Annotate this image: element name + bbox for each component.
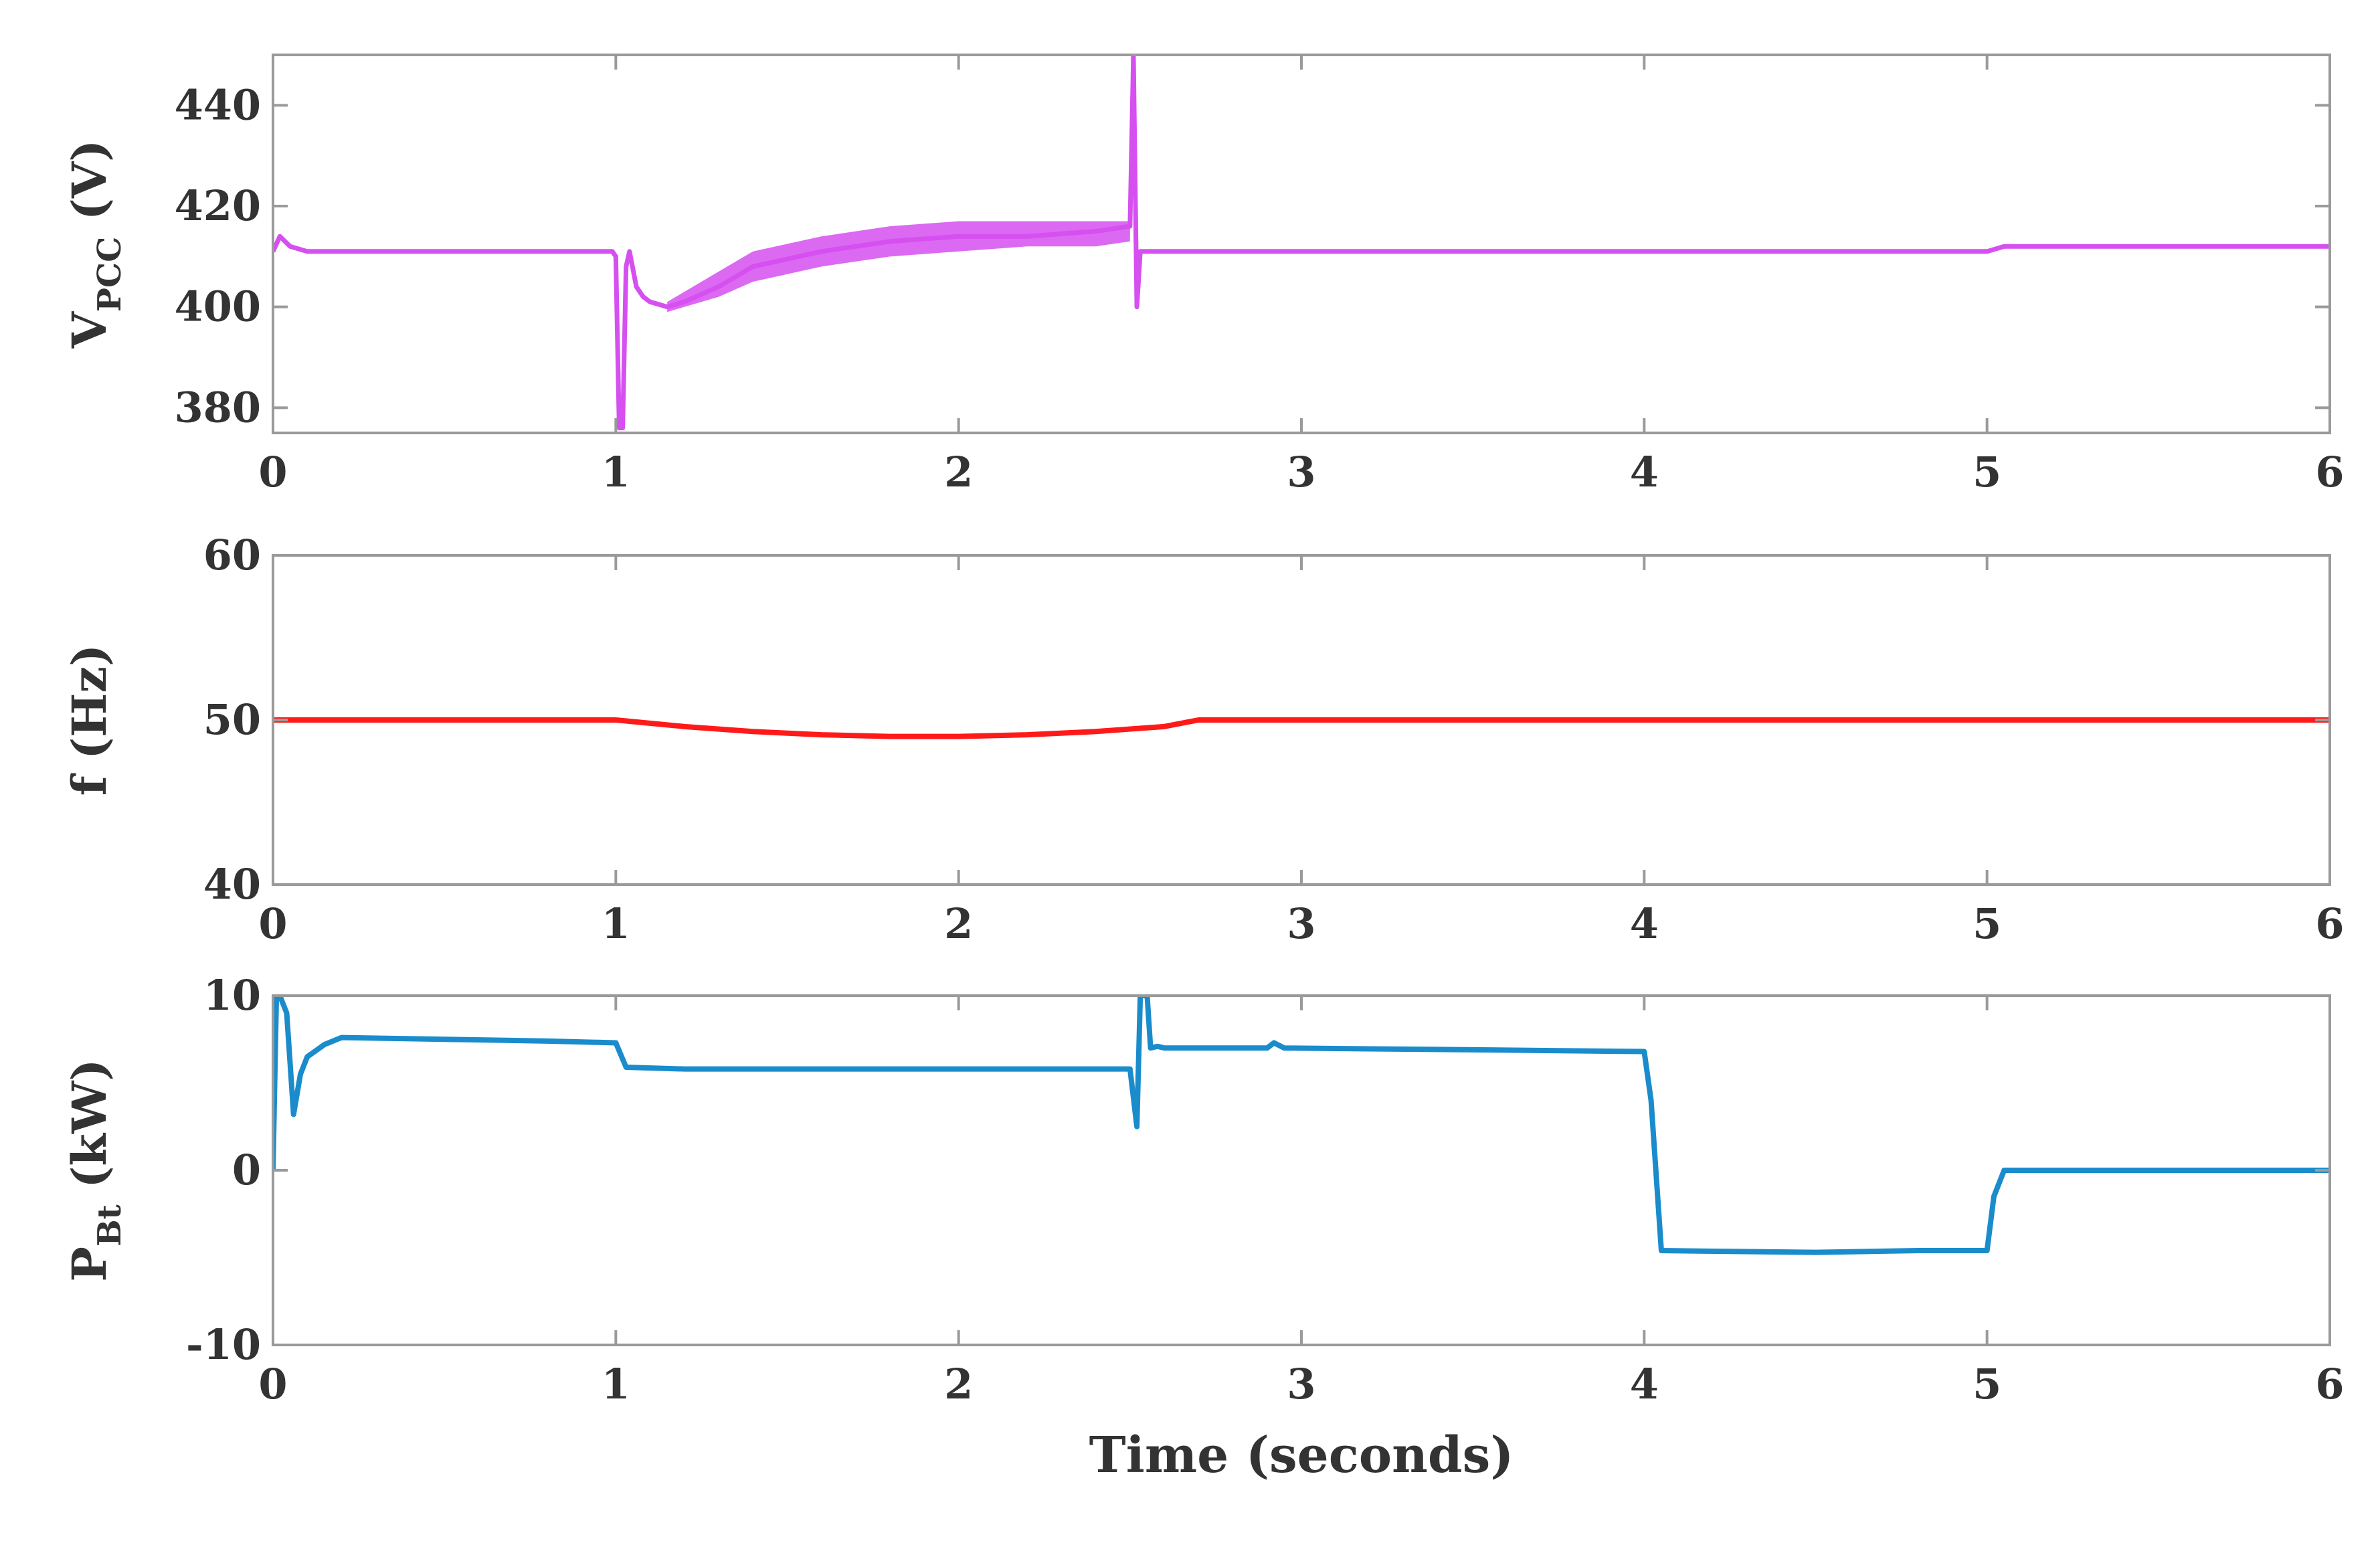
- battery-power-x-tick-label: 4: [1630, 1360, 1659, 1408]
- battery-power-y-tick-label: 0: [232, 1146, 261, 1194]
- battery-power-y-tick-label: 10: [203, 971, 261, 1020]
- battery-power-x-tick-label: 3: [1287, 1360, 1315, 1408]
- voltage-axes-frame: [272, 54, 2331, 434]
- frequency-y-tick-label: 40: [203, 860, 261, 909]
- battery-power-y-tick-label: -10: [186, 1320, 261, 1369]
- voltage-x-tick-label: 3: [1287, 448, 1315, 496]
- battery-power-x-tick-label: 2: [944, 1360, 973, 1408]
- voltage-y-tick-label: 420: [175, 181, 261, 230]
- frequency-x-tick-label: 4: [1630, 899, 1659, 948]
- voltage-x-tick-label: 4: [1630, 448, 1659, 496]
- battery-power-series-line: [273, 996, 2330, 1255]
- frequency-x-tick-label: 0: [258, 899, 287, 948]
- voltage-x-tick-label: 6: [2315, 448, 2344, 496]
- frequency-y-tick-label: 60: [203, 531, 261, 579]
- voltage-y-tick-label: 400: [175, 282, 261, 331]
- battery-power-x-tick-label: 0: [258, 1360, 287, 1408]
- frequency-series-line: [273, 717, 2330, 739]
- battery-power-x-axis-label: Time (seconds): [1089, 1427, 1514, 1484]
- frequency-panel: 0 1 2 3 4 5 6 40 50 60 f (Hz): [62, 531, 2345, 948]
- voltage-series-line: [273, 55, 2330, 430]
- voltage-y-tick-label: 440: [175, 80, 261, 129]
- frequency-x-tick-label: 5: [1973, 899, 2001, 948]
- voltage-y-axis-label: VPCC (V): [62, 140, 128, 349]
- battery-power-x-tick-label: 5: [1973, 1360, 2001, 1408]
- voltage-x-tick-label: 5: [1973, 448, 2001, 496]
- voltage-x-tick-label: 2: [944, 448, 973, 496]
- battery-power-x-tick-label: 1: [602, 1360, 630, 1408]
- voltage-panel: 0 1 2 3 4 5 6 380 400 420 440 VPCC (V): [62, 54, 2345, 496]
- frequency-x-tick-label: 6: [2315, 899, 2344, 948]
- voltage-oscillation-band: [667, 221, 1130, 312]
- frequency-x-tick-label: 2: [944, 899, 973, 948]
- frequency-y-axis-label: f (Hz): [62, 644, 117, 796]
- voltage-x-tick-label: 1: [602, 448, 630, 496]
- voltage-y-tick-label: 380: [175, 383, 261, 432]
- frequency-y-tick-label: 50: [203, 695, 261, 744]
- voltage-x-tick-label: 0: [258, 448, 287, 496]
- battery-power-x-tick-label: 6: [2315, 1360, 2344, 1408]
- frequency-x-tick-label: 3: [1287, 899, 1315, 948]
- frequency-x-tick-label: 1: [602, 899, 630, 948]
- battery-power-y-axis-label: PBt (kW): [62, 1059, 128, 1281]
